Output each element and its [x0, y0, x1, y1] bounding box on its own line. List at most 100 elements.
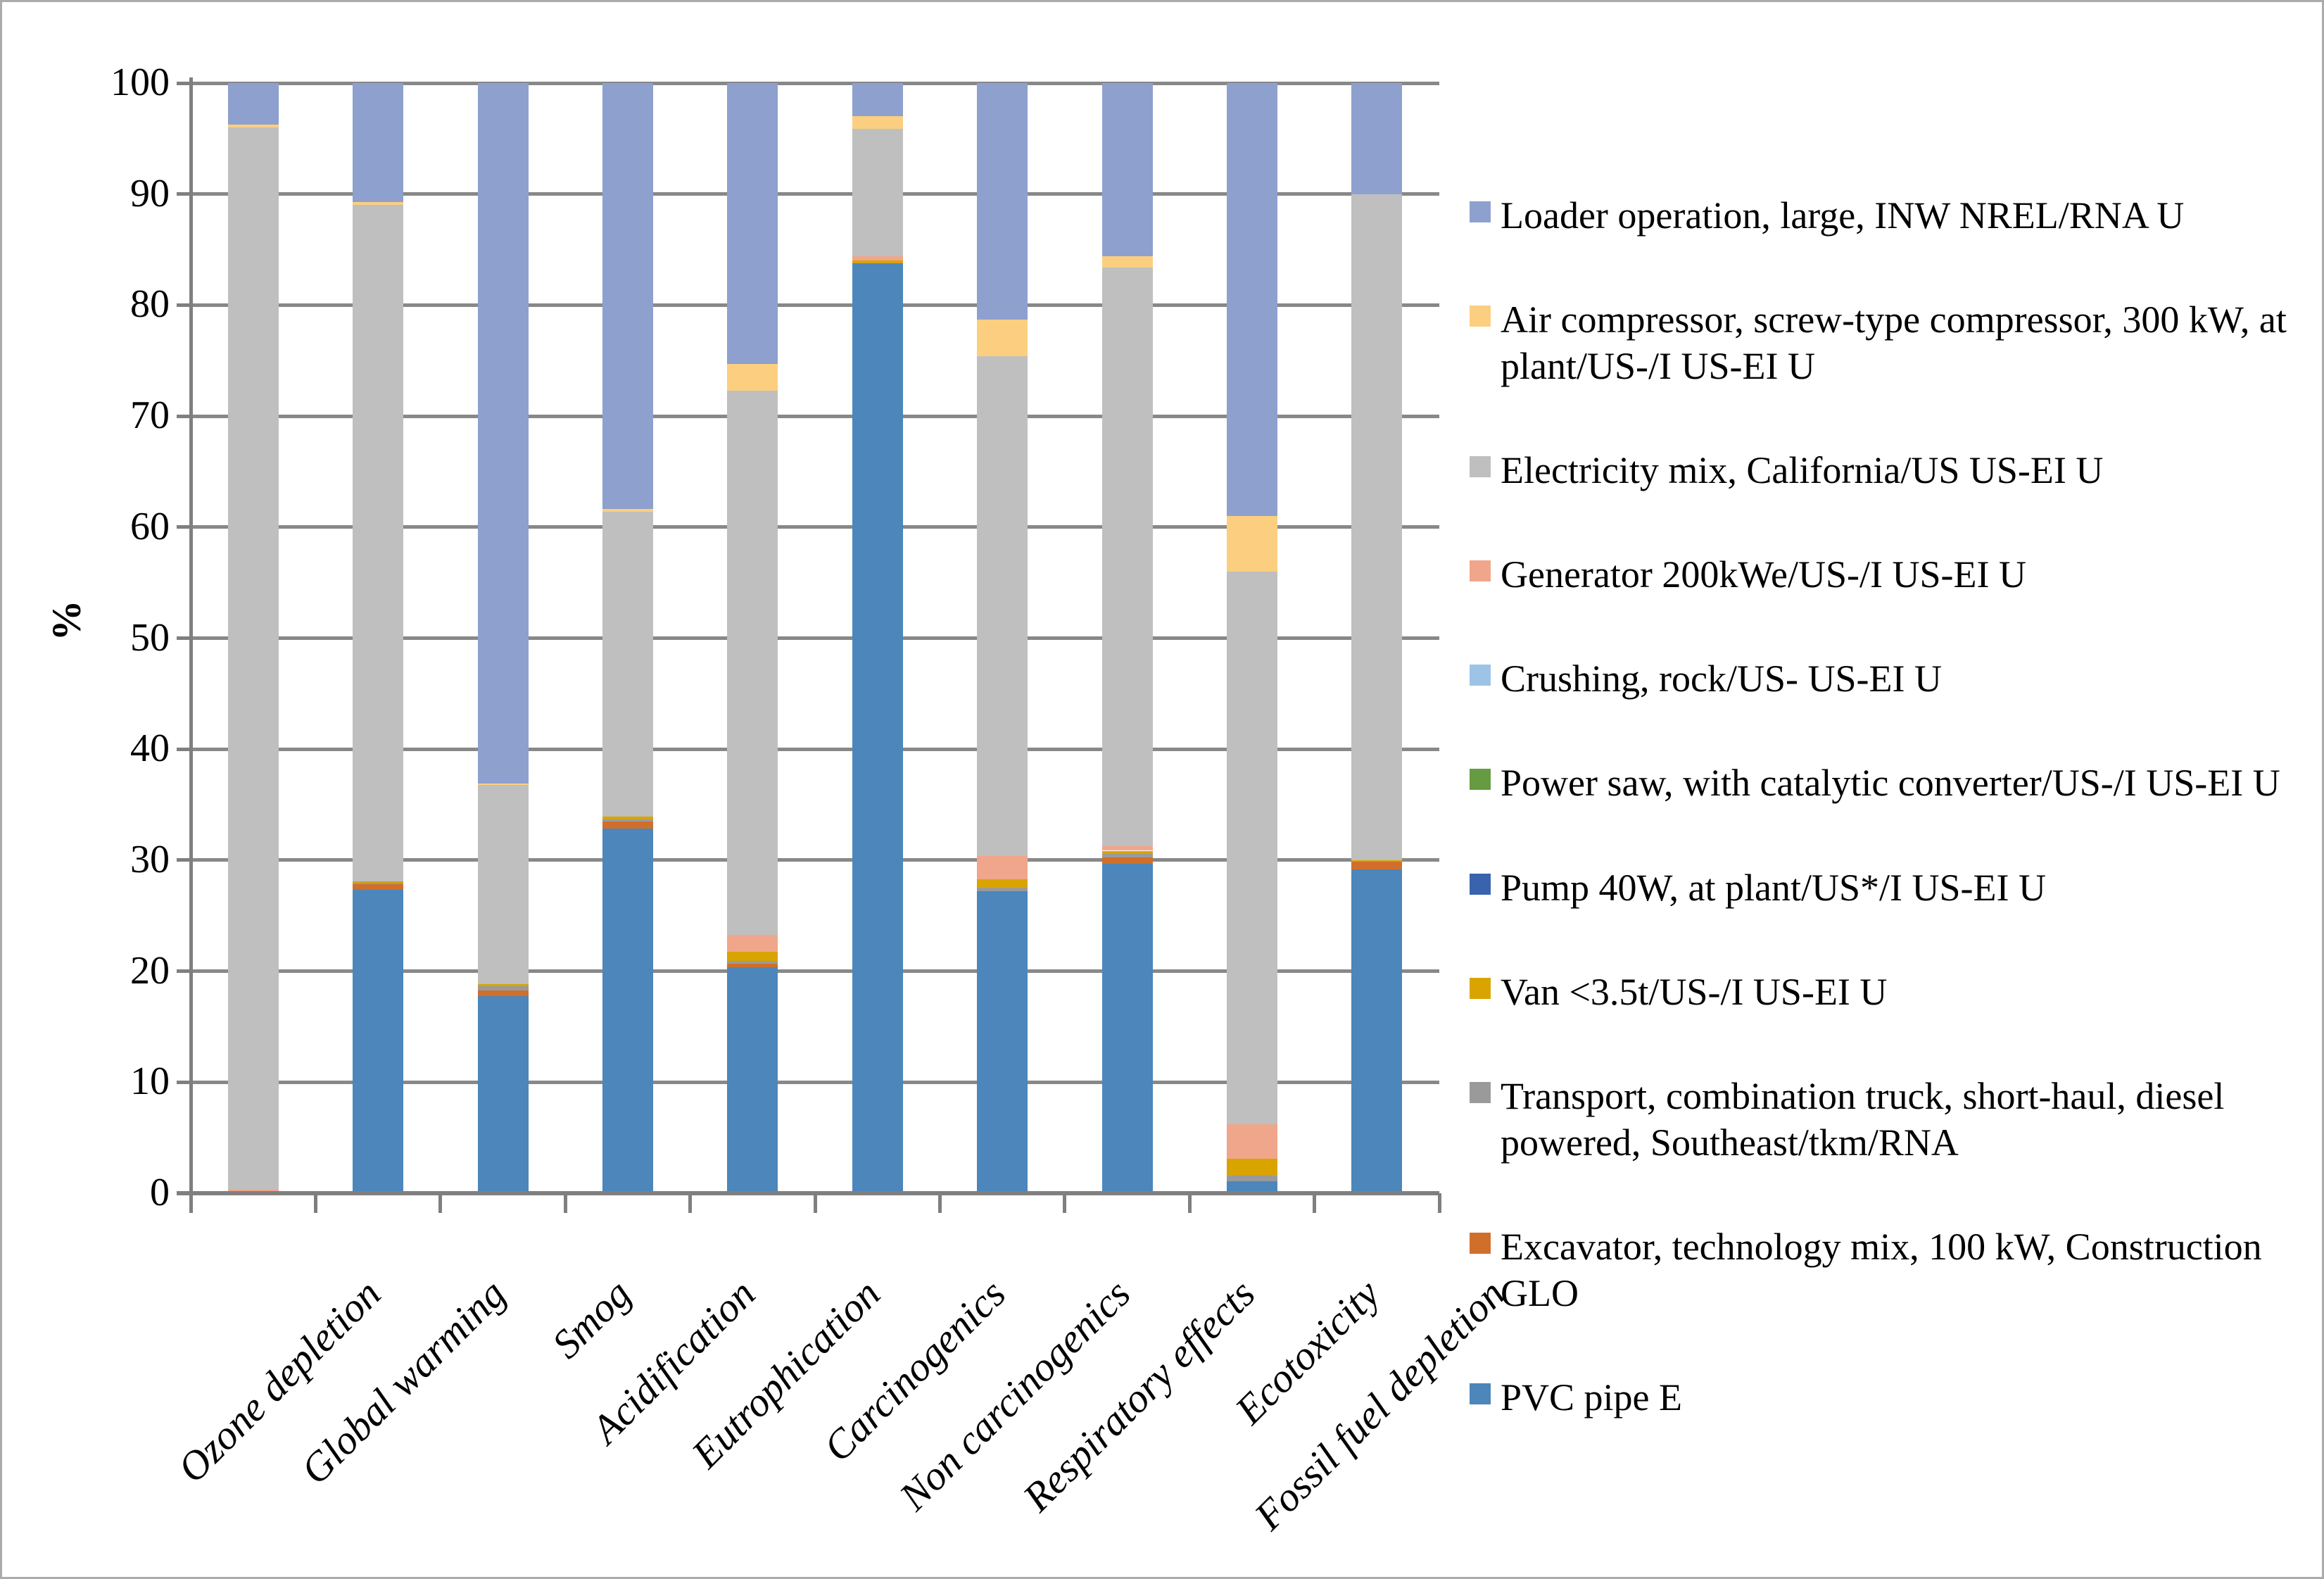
- bar-segment[interactable]: [727, 935, 778, 952]
- legend-label: Excavator, technology mix, 100 kW, Const…: [1501, 1225, 2262, 1314]
- bar-segment[interactable]: [227, 125, 279, 128]
- bar-segment[interactable]: [353, 201, 404, 206]
- bar-segment[interactable]: [1226, 1159, 1277, 1176]
- bar-segment[interactable]: [477, 986, 529, 991]
- bar-segment[interactable]: [727, 960, 778, 964]
- legend-label: Air compressor, screw-type compressor, 3…: [1501, 298, 2287, 388]
- bar-segment[interactable]: [1226, 83, 1277, 517]
- bar-segment[interactable]: [477, 784, 529, 786]
- legend-item[interactable]: Crushing, rock/US- US-EI U: [1470, 655, 2322, 702]
- y-axis-tick: [177, 1080, 191, 1084]
- bar-segment[interactable]: [353, 883, 404, 884]
- bar-segment[interactable]: [852, 116, 903, 129]
- bar-segment[interactable]: [602, 508, 653, 512]
- y-axis-tick: [177, 303, 191, 307]
- bar-segment[interactable]: [1226, 1181, 1277, 1193]
- bar-segment[interactable]: [1351, 194, 1403, 860]
- bar-segment[interactable]: [1226, 516, 1277, 572]
- legend-item[interactable]: Power saw, with catalytic converter/US-/…: [1470, 760, 2322, 806]
- legend-label: Pump 40W, at plant/US*/I US-EI U: [1501, 866, 2046, 909]
- bar-segment[interactable]: [477, 785, 529, 984]
- bar-segment[interactable]: [852, 128, 903, 256]
- bar-segment[interactable]: [1101, 83, 1153, 256]
- bar-segment[interactable]: [1226, 571, 1277, 1125]
- bar-segment[interactable]: [977, 319, 1028, 356]
- bar-segment[interactable]: [1351, 860, 1403, 862]
- bar-segment[interactable]: [1351, 869, 1403, 1193]
- bar-segment[interactable]: [1101, 256, 1153, 268]
- gridline-70: [191, 414, 1439, 418]
- legend-item[interactable]: Electricity mix, California/US US-EI U: [1470, 447, 2322, 493]
- bar-segment[interactable]: [727, 952, 778, 961]
- bar-segment[interactable]: [1101, 846, 1153, 851]
- bar-segment[interactable]: [1101, 850, 1153, 855]
- bar-segment[interactable]: [353, 890, 404, 1193]
- bar-segment[interactable]: [852, 260, 903, 264]
- legend-item[interactable]: Air compressor, screw-type compressor, 3…: [1470, 296, 2322, 389]
- legend-item[interactable]: Generator 200kWe/US-/I US-EI U: [1470, 551, 2322, 598]
- bar-segment[interactable]: [353, 881, 404, 883]
- gridline-40: [191, 747, 1439, 751]
- bar-segment[interactable]: [727, 390, 778, 936]
- bar-segment[interactable]: [1226, 1124, 1277, 1159]
- bar-segment[interactable]: [852, 263, 903, 1193]
- bar-segment[interactable]: [477, 990, 529, 997]
- bar-segment[interactable]: [602, 828, 653, 1193]
- bar-segment[interactable]: [602, 819, 653, 822]
- bar-segment[interactable]: [602, 821, 653, 829]
- y-axis-tick: [177, 414, 191, 418]
- legend-swatch-icon: [1470, 201, 1491, 222]
- bar-segment[interactable]: [727, 363, 778, 391]
- legend-item[interactable]: Pump 40W, at plant/US*/I US-EI U: [1470, 864, 2322, 911]
- bar-segment[interactable]: [477, 983, 529, 986]
- gridline-90: [191, 192, 1439, 196]
- bar-segment[interactable]: [727, 967, 778, 1193]
- bar-segment[interactable]: [1101, 854, 1153, 857]
- bar-segment[interactable]: [977, 888, 1028, 892]
- bar-segment[interactable]: [477, 83, 529, 784]
- bar-segment[interactable]: [602, 817, 653, 820]
- legend-item[interactable]: Van <3.5t/US-/I US-EI U: [1470, 969, 2322, 1015]
- category-label: Respiratory effects: [1013, 1270, 1264, 1521]
- x-axis-tick: [813, 1193, 817, 1213]
- bar-segment[interactable]: [353, 205, 404, 881]
- bar-segment[interactable]: [1101, 864, 1153, 1193]
- bar-segment[interactable]: [1101, 857, 1153, 864]
- legend-label: Transport, combination truck, short-haul…: [1501, 1074, 2225, 1164]
- bar-segment[interactable]: [353, 883, 404, 891]
- y-axis-tick: [177, 525, 191, 529]
- bar-segment[interactable]: [1351, 83, 1403, 194]
- x-axis-tick: [1063, 1193, 1067, 1213]
- bar-segment[interactable]: [852, 83, 903, 117]
- bar-segment[interactable]: [227, 127, 279, 1190]
- bar-segment[interactable]: [1351, 862, 1403, 870]
- bar-segment[interactable]: [1226, 1175, 1277, 1182]
- bar-segment[interactable]: [977, 879, 1028, 888]
- legend-item[interactable]: Loader operation, large, INW NREL/RNA U: [1470, 192, 2322, 239]
- gridline-30: [191, 858, 1439, 862]
- bar-segment[interactable]: [353, 83, 404, 202]
- bar-segment[interactable]: [602, 83, 653, 509]
- bar-segment[interactable]: [1101, 267, 1153, 847]
- x-axis-tick: [438, 1193, 443, 1213]
- bar-segment[interactable]: [727, 83, 778, 364]
- bar-segment[interactable]: [977, 891, 1028, 1193]
- bar-segment[interactable]: [477, 996, 529, 1193]
- bar-segment[interactable]: [852, 256, 903, 260]
- legend-swatch-icon: [1470, 560, 1491, 582]
- legend-item[interactable]: Excavator, technology mix, 100 kW, Const…: [1470, 1223, 2322, 1316]
- legend-swatch-icon: [1470, 306, 1491, 327]
- bar-segment[interactable]: [977, 83, 1028, 320]
- bar-segment[interactable]: [227, 83, 279, 125]
- legend-swatch-icon: [1470, 977, 1491, 999]
- legend-item[interactable]: PVC pipe E: [1470, 1374, 2322, 1421]
- y-axis-tick-label: 50: [130, 615, 170, 660]
- bar-segment[interactable]: [602, 511, 653, 817]
- bar-segment[interactable]: [977, 356, 1028, 856]
- bar-segment[interactable]: [977, 855, 1028, 879]
- legend-item[interactable]: Transport, combination truck, short-haul…: [1470, 1073, 2322, 1166]
- bar-segment[interactable]: [727, 964, 778, 968]
- gridline-50: [191, 636, 1439, 640]
